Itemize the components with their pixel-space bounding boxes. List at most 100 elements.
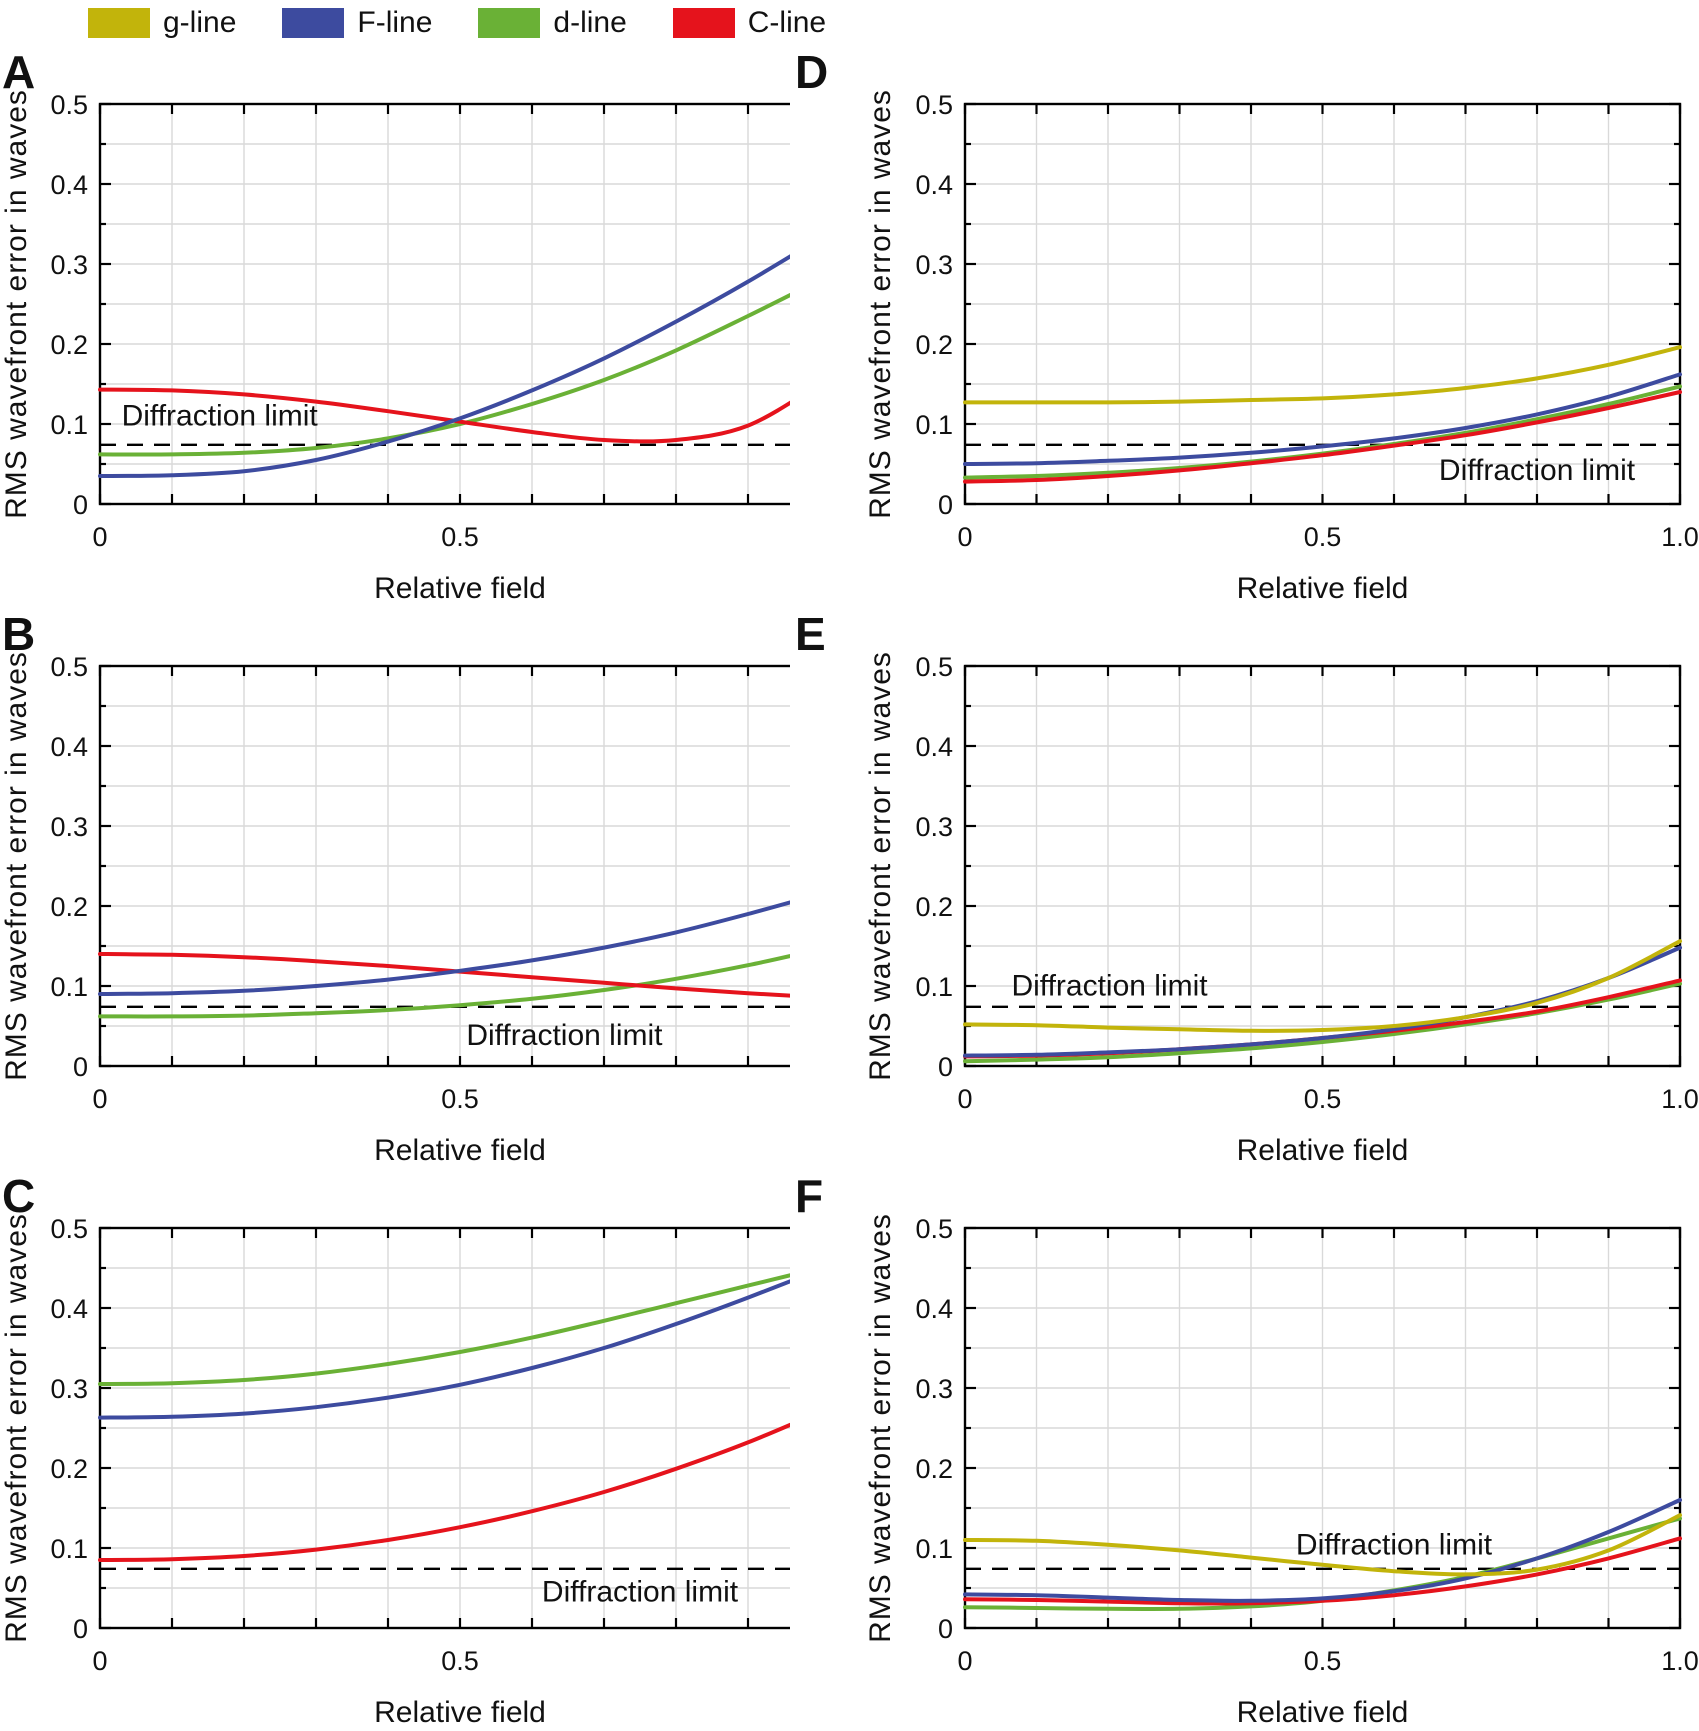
- diffraction-limit-label: Diffraction limit: [1296, 1528, 1493, 1561]
- axis-ticks: [98, 664, 750, 1068]
- legend-label: g-line: [163, 6, 237, 39]
- x-tick-label: 1.0: [1661, 1646, 1699, 1676]
- x-tick-label: 1.0: [1661, 1084, 1699, 1114]
- panel-chart-D: 0 0.1 0.2 0.3 0.4 0.5 0 0.5 1.0 RMS wavefront err…: [795, 46, 1699, 605]
- series-line-C-line: [98, 387, 790, 444]
- y-tick-label: 0.2: [50, 330, 88, 360]
- x-tick-label: 0.5: [441, 1646, 479, 1676]
- y-tick-label: 0.5: [50, 652, 88, 682]
- y-tick-label: 0.5: [915, 90, 953, 120]
- x-tick-label: 0: [957, 522, 972, 552]
- panel-letter-B: B: [2, 608, 35, 660]
- panel-letter-E: E: [795, 608, 826, 660]
- series-line-d-line: [98, 1273, 790, 1386]
- y-tick-label: 0.3: [50, 812, 88, 842]
- y-tick-label: 0.2: [50, 892, 88, 922]
- x-tick-label: 0.5: [1304, 1084, 1342, 1114]
- y-axis-label: RMS wavefront error in waves: [864, 1213, 897, 1643]
- legend-item-C-line: C-line: [672, 6, 826, 40]
- series-line-F-line: [98, 254, 790, 478]
- g-line-swatch-icon: [88, 8, 150, 38]
- panel-letter-A: A: [2, 46, 35, 98]
- d-line-swatch-icon: [478, 8, 541, 38]
- y-tick-label: 0.5: [50, 90, 88, 120]
- y-axis-label: RMS wavefront error in waves: [0, 1213, 33, 1643]
- y-tick-label: 0.2: [50, 1454, 88, 1484]
- diffraction-limit-label: Diffraction limit: [542, 1576, 739, 1609]
- y-tick-label: 0: [73, 1052, 88, 1082]
- legend-item-g-line: g-line: [88, 6, 236, 40]
- y-tick-label: 0.4: [50, 1294, 88, 1324]
- diffraction-limit-label: Diffraction limit: [1011, 970, 1208, 1003]
- y-tick-label: 0.5: [915, 1214, 953, 1244]
- gridlines: [965, 1228, 1680, 1628]
- series-line-g-line: [963, 1513, 1682, 1577]
- F-line-swatch-icon: [282, 8, 345, 38]
- y-tick-label: 0.3: [915, 250, 953, 280]
- x-tick-label: 0.5: [441, 1084, 479, 1114]
- gridlines: [100, 104, 790, 504]
- C-line-swatch-icon: [672, 8, 735, 38]
- legend: g-line F-line d-line C-line: [0, 0, 826, 46]
- x-tick-label: 0.5: [1304, 1646, 1342, 1676]
- diffraction-limit-label: Diffraction limit: [122, 400, 319, 433]
- axis-ticks: [963, 102, 1682, 506]
- y-axis-label: RMS wavefront error in waves: [0, 89, 33, 519]
- y-axis-label: RMS wavefront error in waves: [864, 651, 897, 1081]
- y-tick-label: 0.1: [50, 410, 88, 440]
- diffraction-limit-label: Diffraction limit: [1439, 454, 1636, 487]
- panel-letter-F: F: [795, 1170, 823, 1222]
- y-tick-label: 0.1: [915, 972, 953, 1002]
- x-tick-label: 0: [957, 1084, 972, 1114]
- y-tick-label: 0.4: [50, 732, 88, 762]
- series-line-F-line: [963, 1498, 1682, 1603]
- x-axis-label: Relative field: [1237, 572, 1409, 605]
- y-tick-label: 0.1: [50, 1534, 88, 1564]
- axis-ticks: [98, 1226, 750, 1630]
- y-tick-label: 0: [938, 1614, 953, 1644]
- y-tick-label: 0.4: [915, 732, 953, 762]
- y-tick-label: 0.3: [915, 1374, 953, 1404]
- x-tick-label: 0.5: [1304, 522, 1342, 552]
- gridlines: [965, 104, 1680, 504]
- gridlines: [100, 666, 790, 1066]
- axis-ticks: [963, 1226, 1682, 1630]
- y-tick-label: 0.1: [50, 972, 88, 1002]
- y-tick-label: 0.4: [50, 170, 88, 200]
- y-tick-label: 0: [73, 1614, 88, 1644]
- x-tick-label: 1.0: [1661, 522, 1699, 552]
- y-tick-label: 0.1: [915, 410, 953, 440]
- legend-label: F-line: [357, 6, 433, 39]
- y-axis-label: RMS wavefront error in waves: [0, 651, 33, 1081]
- series-line-g-line: [963, 345, 1682, 405]
- series-line-d-line: [98, 953, 790, 1019]
- x-tick-label: 0.5: [441, 522, 479, 552]
- y-tick-label: 0.2: [915, 1454, 953, 1484]
- y-tick-label: 0: [938, 1052, 953, 1082]
- gridlines: [100, 1228, 790, 1628]
- series-line-C-line: [963, 1536, 1682, 1606]
- legend-item-F-line: F-line: [282, 6, 432, 40]
- y-tick-label: 0.2: [915, 330, 953, 360]
- series-line-F-line: [98, 900, 790, 996]
- y-tick-label: 0: [73, 490, 88, 520]
- x-axis-label: Relative field: [374, 572, 546, 605]
- y-tick-label: 0.5: [915, 652, 953, 682]
- diffraction-limit-label: Diffraction limit: [466, 1019, 663, 1052]
- series-line-F-line: [98, 1279, 790, 1420]
- panel-letter-D: D: [795, 46, 828, 98]
- y-tick-label: 0.4: [915, 170, 953, 200]
- y-tick-label: 0.2: [915, 892, 953, 922]
- y-tick-label: 0.3: [915, 812, 953, 842]
- x-tick-label: 0: [92, 1646, 107, 1676]
- y-tick-label: 0.1: [915, 1534, 953, 1564]
- series-line-C-line: [963, 390, 1682, 484]
- x-tick-label: 0: [92, 522, 107, 552]
- series-line-C-line: [98, 1422, 790, 1562]
- x-axis-label: Relative field: [1237, 1134, 1409, 1167]
- x-tick-label: 0: [92, 1084, 107, 1114]
